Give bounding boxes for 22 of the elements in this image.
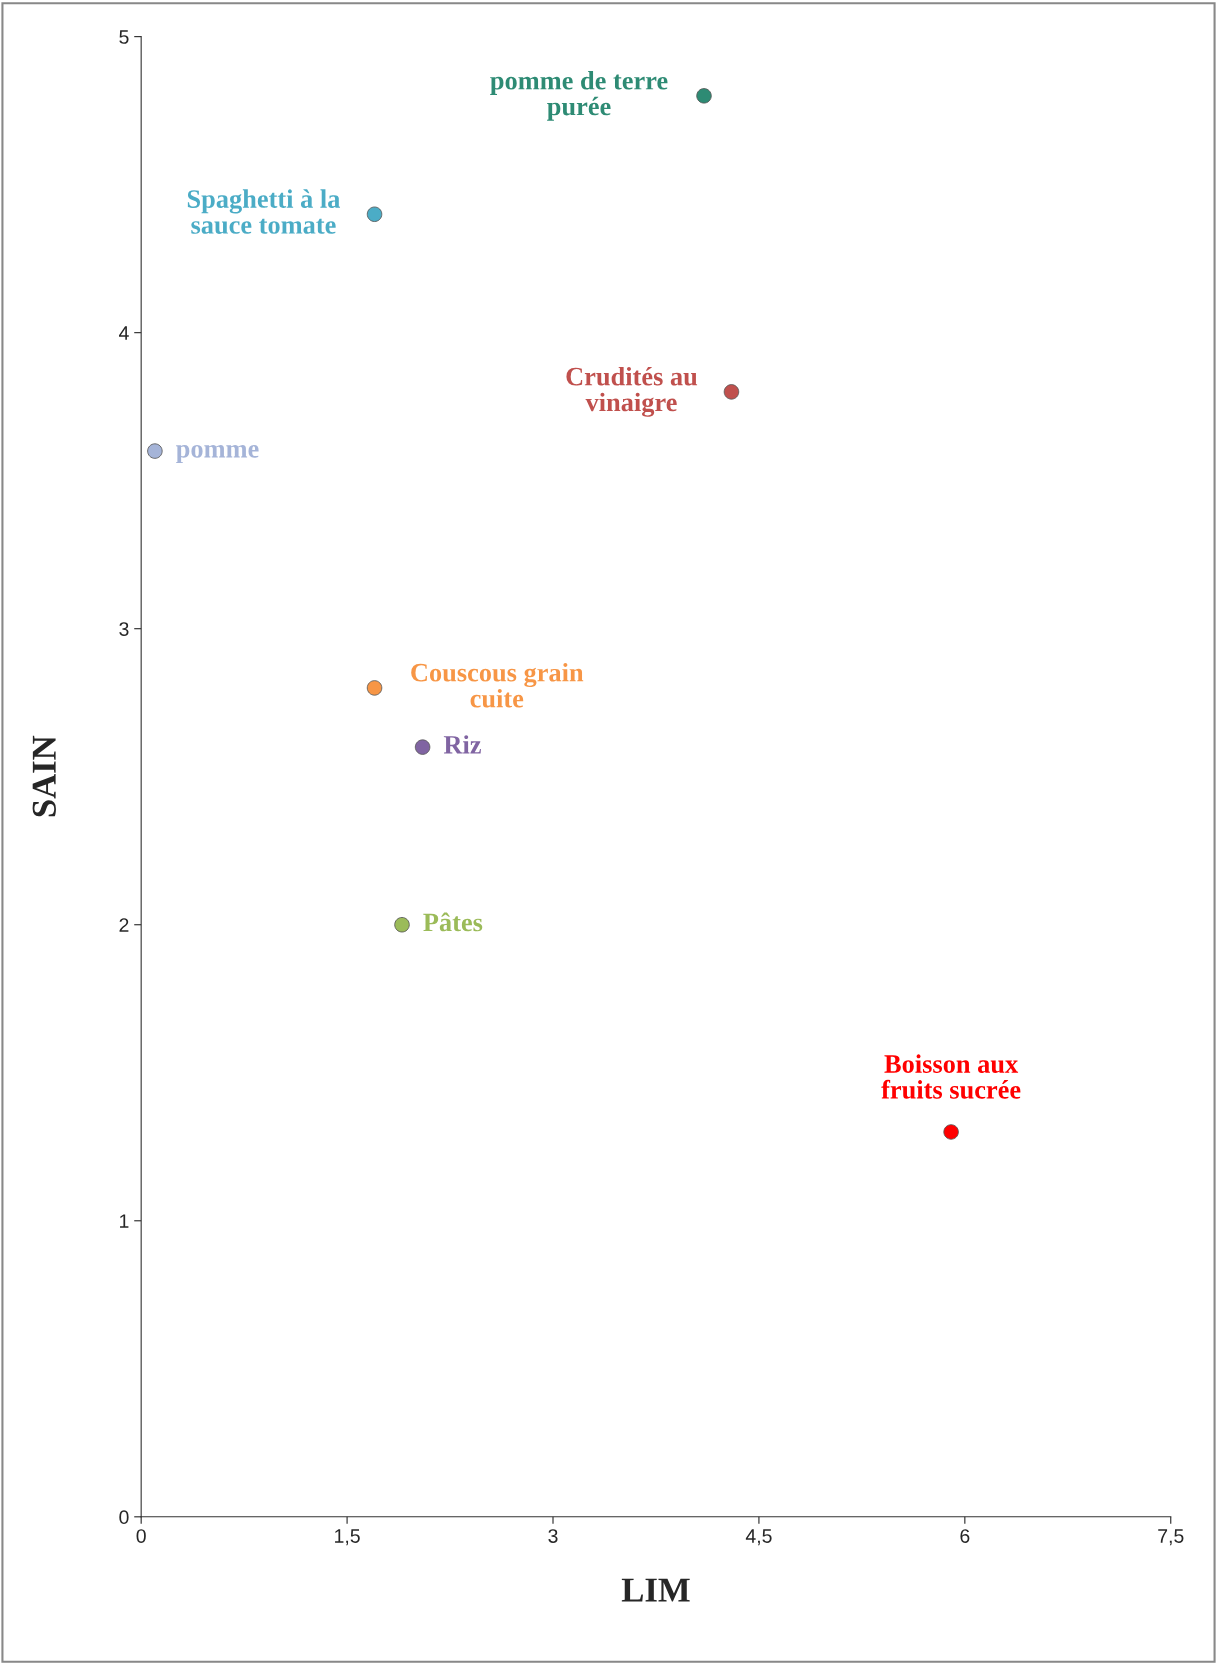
x-tick-label: 7,5	[1158, 1529, 1184, 1546]
y-tick-label: 5	[119, 30, 129, 44]
series-label: Boisson aux fruits sucrée	[881, 1054, 1021, 1099]
series-label: Crudités au vinaigre	[566, 366, 698, 417]
y-tick-label: 0	[119, 1510, 129, 1525]
x-tick-label: 4,5	[745, 1529, 772, 1546]
series-label: Couscous grain cuite	[411, 662, 584, 708]
series-label: Spaghetti à la sauce tomate	[187, 189, 341, 234]
x-tick-label: 0	[136, 1529, 146, 1543]
x-tick-label: 6	[960, 1529, 970, 1543]
series-label: pomme de terre purée	[490, 70, 668, 121]
y-tick-label: 4	[119, 326, 129, 340]
y-tick-label: 2	[119, 918, 129, 932]
x-tick-label: 1,5	[335, 1529, 360, 1546]
series-label: Riz	[443, 735, 481, 754]
y-tick-label: 3	[119, 622, 129, 636]
y-axis-title: SAIN	[32, 735, 56, 817]
series-label: pomme	[176, 444, 259, 464]
y-tick-label: 1	[120, 1214, 129, 1228]
x-axis-title: LIM	[621, 1578, 690, 1602]
x-tick-label: 3	[548, 1529, 558, 1543]
series-label: Pâtes	[423, 912, 483, 932]
